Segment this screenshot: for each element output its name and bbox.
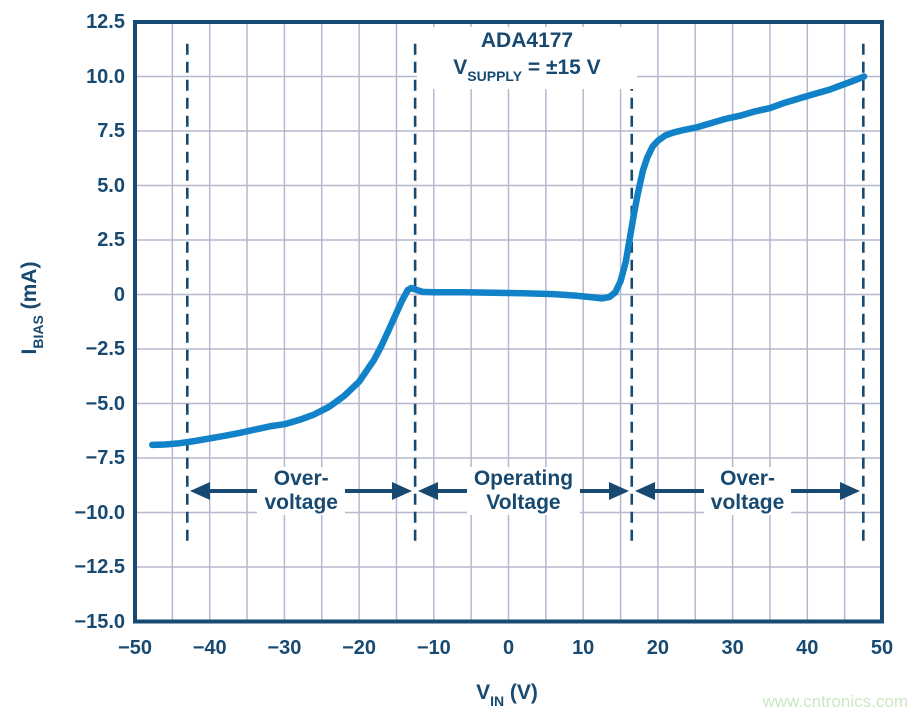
- y-tick-label: −15.0: [74, 610, 125, 633]
- annotation-supply-symbol: V: [453, 56, 468, 79]
- y-tick-label: 10.0: [86, 65, 125, 88]
- region-label: Over-voltage: [703, 466, 792, 515]
- y-tick-label: 0: [113, 283, 125, 306]
- annotation-supply-value: = ±15 V: [522, 56, 601, 79]
- arrowhead-right-icon: [608, 481, 629, 500]
- x-tick-label: 0: [502, 637, 515, 659]
- y-tick-label: −2.5: [85, 338, 125, 360]
- region-overvoltage-right: Over-voltage: [634, 465, 861, 517]
- arrowhead-left-icon: [418, 481, 439, 500]
- x-tick-label: 40: [796, 637, 819, 659]
- region-label-line1: Operating: [473, 466, 574, 490]
- plot-frame: [133, 20, 884, 624]
- x-tick-label: −10: [416, 637, 451, 659]
- region-operating-voltage: Operating Voltage: [418, 465, 629, 517]
- region-label-line2: Voltage: [486, 490, 561, 514]
- annotation-supply-subscript: SUPPLY: [467, 68, 523, 85]
- x-axis-title-subscript: IN: [490, 693, 505, 710]
- arrow-shaft: [210, 488, 258, 493]
- x-tick-label: 10: [572, 637, 595, 659]
- chart-annotation: ADA4177 VSUPPLY = ±15 V: [417, 27, 637, 89]
- region-label-line1: Over-: [273, 466, 329, 490]
- region-label-line2: voltage: [264, 490, 338, 514]
- y-tick-label: −5.0: [85, 392, 125, 415]
- annotation-supply-line: VSUPPLY = ±15 V: [417, 54, 637, 85]
- region-label-line1: Over-: [720, 466, 775, 490]
- x-tick-label: −40: [192, 637, 227, 659]
- watermark: www.cntronics.com: [762, 692, 908, 711]
- x-axis-title: VIN (V): [427, 680, 587, 710]
- y-tick-label: 12.5: [86, 11, 125, 33]
- x-tick-label: 30: [721, 637, 744, 659]
- arrow-shaft: [791, 488, 841, 493]
- y-tick-label: 7.5: [97, 120, 125, 142]
- y-tick-label: −7.5: [85, 447, 125, 469]
- y-tick-label: −12.5: [74, 556, 125, 578]
- arrow-shaft: [438, 488, 467, 493]
- x-tick-label: 20: [646, 637, 670, 659]
- x-tick-label: −30: [267, 637, 302, 659]
- region-label: Over-voltage: [257, 466, 345, 515]
- x-tick-label: 50: [870, 637, 894, 659]
- region-overvoltage-left: Over-voltage: [190, 465, 413, 517]
- arrow-shaft: [654, 488, 704, 493]
- arrow-shaft: [580, 488, 609, 493]
- x-tick-label: −50: [118, 637, 152, 659]
- bias-current-curve: [148, 73, 868, 449]
- x-axis-title-symbol: V: [476, 681, 491, 704]
- region-label: Operating Voltage: [466, 466, 581, 515]
- arrow-shaft: [344, 488, 393, 493]
- y-tick-label: −10.0: [74, 501, 125, 524]
- y-tick-label: 2.5: [97, 229, 125, 251]
- x-axis-title-unit: (V): [504, 681, 538, 704]
- annotation-device-name: ADA4177: [480, 29, 574, 52]
- arrowhead-left-icon: [634, 481, 655, 500]
- x-tick-label: −20: [342, 637, 377, 659]
- arrowhead-right-icon: [840, 481, 861, 500]
- y-tick-label: 5.0: [97, 174, 125, 197]
- arrowhead-left-icon: [190, 481, 211, 500]
- arrowhead-right-icon: [392, 481, 413, 500]
- region-label-line2: voltage: [710, 490, 785, 514]
